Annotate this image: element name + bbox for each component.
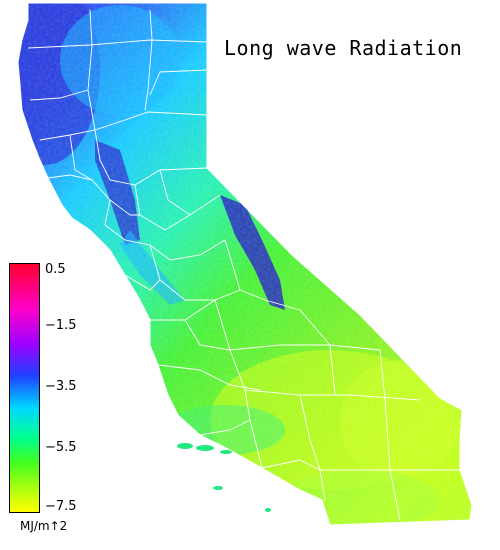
legend-color-bar <box>9 263 40 513</box>
state-outline <box>17 2 473 526</box>
map-title: Long wave Radiation <box>224 36 463 60</box>
legend-tick-label: −3.5 <box>45 379 77 394</box>
legend-tick-label: −5.5 <box>45 440 77 455</box>
channel-islands <box>177 443 271 512</box>
county-boundaries <box>27 9 460 521</box>
legend-tick-label: −7.5 <box>45 499 77 514</box>
legend-unit-label: MJ/m↑2 <box>20 519 68 533</box>
legend-tick-label: −1.5 <box>45 318 77 333</box>
legend-tick-label: 0.5 <box>45 262 66 277</box>
